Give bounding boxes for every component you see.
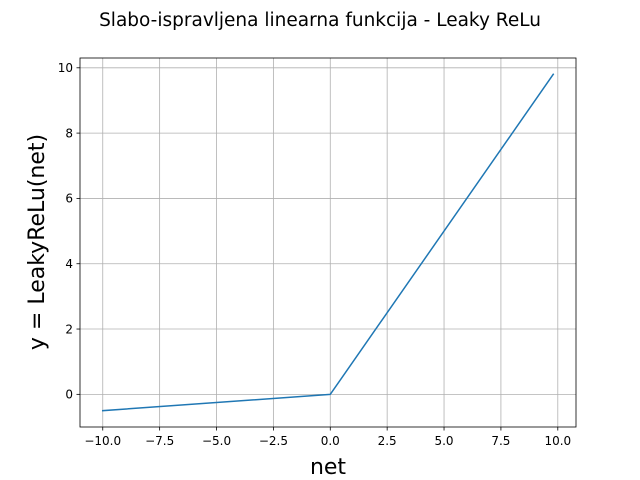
x-tick-label: −5.0: [202, 434, 231, 448]
x-tick-label: 5.0: [434, 434, 453, 448]
series-layer: [101, 73, 555, 412]
x-tick-label: −7.5: [145, 434, 174, 448]
y-tick-label: 2: [65, 322, 73, 336]
x-axis-label: net: [310, 455, 346, 480]
chart-title: Slabo-ispravljena linearna funkcija - Le…: [99, 10, 541, 31]
leaky-relu-series-line: [101, 73, 555, 412]
y-tick-label: 10: [58, 61, 73, 75]
x-tick-label: 10.0: [544, 434, 571, 448]
x-tick-label: −10.0: [84, 434, 121, 448]
x-tick-label: 7.5: [491, 434, 510, 448]
x-tick-label: −2.5: [259, 434, 288, 448]
y-tick-label: 6: [65, 192, 73, 206]
y-axis-label: y = LeakyReLu(net): [25, 134, 50, 350]
y-tick-label: 8: [65, 126, 73, 140]
x-axis-ticks: −10.0 −7.5 −5.0 −2.5 0.0 2.5 5.0 7.5 10.0: [84, 427, 571, 448]
y-tick-label: 0: [65, 388, 73, 402]
y-axis-ticks: 0 2 4 6 8 10: [58, 61, 80, 402]
axes-frame: [79, 57, 577, 428]
plot-area-background: [80, 58, 576, 427]
x-tick-label: 0.0: [321, 434, 340, 448]
x-tick-label: 2.5: [378, 434, 397, 448]
y-tick-label: 4: [65, 257, 73, 271]
x-grid-lines: [102, 58, 559, 427]
